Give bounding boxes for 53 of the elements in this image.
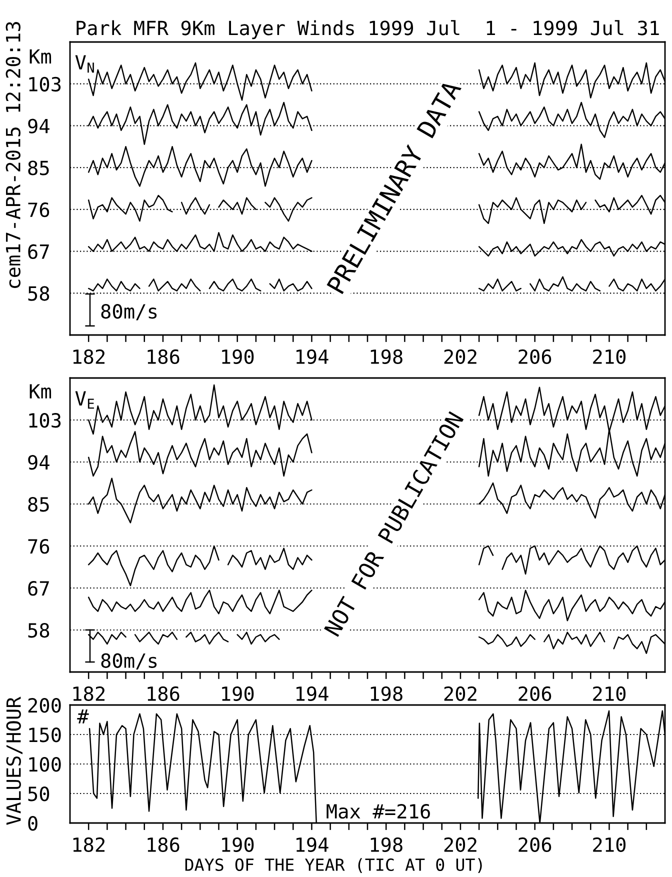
x-tick-label: 202 <box>444 349 476 364</box>
x-tick-label: 210 <box>593 837 626 852</box>
x-tick-label: 198 <box>370 686 402 702</box>
y-axis-title: Km <box>30 384 52 398</box>
x-tick-label: 194 <box>296 837 328 852</box>
y-tick-label: 150 <box>29 728 61 742</box>
x-tick-label: 186 <box>148 349 180 364</box>
annotation: Max #=216 <box>326 804 430 819</box>
x-tick-label: 186 <box>148 837 180 852</box>
text: cem17-APR-2015 12:20:13 <box>6 22 20 288</box>
y-tick-label: 94 <box>28 455 50 470</box>
annotation: V$_{N}$ <box>75 55 94 73</box>
x-tick-label: 206 <box>518 349 552 364</box>
y-axis-title: Km <box>30 49 52 64</box>
y-tick-label: 76 <box>28 202 50 218</box>
y-tick-label: 100 <box>29 757 61 772</box>
annotation: # <box>77 709 89 724</box>
x-tick-label: 186 <box>148 686 180 702</box>
y-tick-label: 76 <box>28 539 50 554</box>
x-axis-title: DAYS OF THE YEAR (TIC AT 0 UT) <box>185 858 482 873</box>
x-tick-label: 206 <box>518 837 552 852</box>
y-tick-label: 103 <box>29 413 61 428</box>
y-tick-label: 67 <box>28 244 49 259</box>
chart-title: Park MFR 9Km Layer Winds 1999 Jul 1 - 1999 Jul 31 <box>76 20 659 40</box>
x-tick-label: 194 <box>296 686 328 702</box>
y-tick-label: 58 <box>28 286 50 301</box>
annotation: 80m/s <box>101 653 157 670</box>
y-tick-label: 50 <box>28 786 50 802</box>
y-tick-label: 58 <box>28 623 50 638</box>
x-tick-label: 190 <box>222 349 254 364</box>
x-tick-label: 202 <box>444 837 476 852</box>
y-tick-label: 85 <box>28 497 49 512</box>
y-tick-label: 67 <box>28 581 49 596</box>
x-tick-label: 198 <box>370 349 402 364</box>
x-tick-label: 190 <box>222 837 254 852</box>
x-tick-label: 202 <box>444 686 476 702</box>
x-tick-label: 190 <box>222 686 254 702</box>
x-tick-label: 182 <box>73 837 104 852</box>
y-tick-label: 94 <box>28 118 50 134</box>
x-tick-label: 182 <box>73 349 104 364</box>
x-tick-label: 210 <box>593 686 626 702</box>
y-axis-title: VALUES/HOUR <box>6 696 22 825</box>
annotation: V$_{E}$ <box>75 391 94 409</box>
y-tick-label: 200 <box>28 698 61 713</box>
x-tick-label: 194 <box>296 349 328 364</box>
x-tick-label: 198 <box>370 837 402 852</box>
y-tick-label: 103 <box>29 76 61 92</box>
y-tick-label: 0 <box>28 816 38 831</box>
y-tick-label: 85 <box>28 160 49 176</box>
annotation: 80m/s <box>101 304 157 320</box>
x-tick-label: 182 <box>73 686 104 702</box>
x-tick-label: 206 <box>518 686 552 702</box>
x-tick-label: 210 <box>593 349 626 364</box>
